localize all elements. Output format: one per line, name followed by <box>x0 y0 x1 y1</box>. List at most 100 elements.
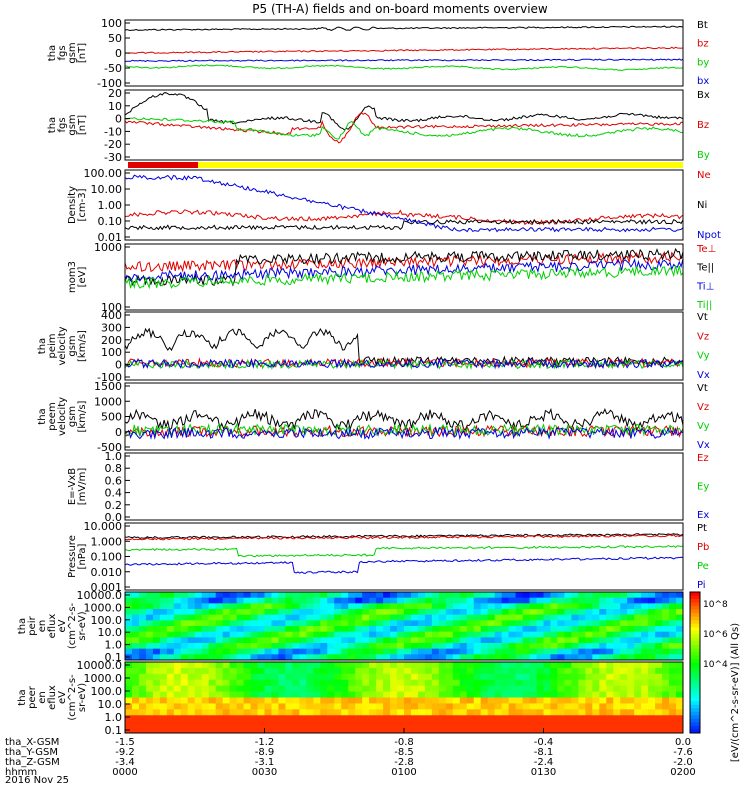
heatmap-cell <box>271 631 279 638</box>
heatmap-cell <box>278 603 286 610</box>
heatmap-cell <box>620 643 628 650</box>
heatmap-cell <box>208 703 217 710</box>
heatmap-cell <box>243 626 252 633</box>
heatmap-cell <box>327 667 335 675</box>
heatmap-cell <box>257 597 265 604</box>
heatmap-cell <box>278 703 286 710</box>
heatmap-cell <box>125 709 133 716</box>
heatmap-cell <box>320 679 328 687</box>
heatmap-cell <box>320 691 328 698</box>
heatmap-cell <box>669 603 677 610</box>
heatmap-cell <box>550 667 558 675</box>
heatmap-cell <box>222 727 231 734</box>
colorbar-segment <box>690 690 700 695</box>
heatmap-cell <box>376 648 384 655</box>
heatmap-cell <box>355 721 363 728</box>
heatmap-cell <box>662 648 670 655</box>
heatmap-cell <box>676 603 684 610</box>
y-axis-label: tha <box>37 408 48 424</box>
heatmap-cell <box>634 631 642 638</box>
heatmap-cell <box>592 667 600 675</box>
heatmap-cell <box>417 648 426 655</box>
heatmap-cell <box>599 709 607 716</box>
y-tick-label: -100 <box>97 371 122 384</box>
heatmap-cell <box>257 631 265 638</box>
heatmap-cell <box>438 673 447 681</box>
heatmap-cell <box>564 721 572 728</box>
heatmap-cell <box>487 667 496 675</box>
heatmap-cell <box>229 620 238 627</box>
heatmap-cell <box>438 614 447 621</box>
heatmap-cell <box>655 603 663 610</box>
heatmap-cell <box>424 691 433 698</box>
heatmap-cell <box>369 685 377 693</box>
heatmap-cell <box>648 715 656 722</box>
heatmap-cell <box>173 637 182 644</box>
heatmap-cell <box>634 697 642 704</box>
heatmap-cell <box>271 673 279 681</box>
y-axis-label: gsm <box>67 114 78 135</box>
heatmap-cell <box>159 709 168 716</box>
heatmap-cell <box>550 709 558 716</box>
heatmap-cell <box>473 691 482 698</box>
heatmap-cell <box>236 654 245 661</box>
heatmap-cell <box>390 626 398 633</box>
heatmap-cell <box>222 721 231 728</box>
heatmap-cell <box>327 603 335 610</box>
heatmap-cell <box>550 597 558 604</box>
heatmap-cell <box>585 609 593 616</box>
heatmap-cell <box>152 715 161 722</box>
heatmap-cell <box>564 715 572 722</box>
colorbar-segment <box>690 711 700 716</box>
heatmap-cell <box>229 667 238 675</box>
heatmap-cell <box>229 679 238 687</box>
heatmap-cell <box>145 654 154 661</box>
heatmap-cell <box>501 697 510 704</box>
heatmap-cell <box>669 673 677 681</box>
heatmap-cell <box>250 673 259 681</box>
heatmap-cell <box>271 603 279 610</box>
heatmap-cell <box>501 673 510 681</box>
heatmap-cell <box>292 697 300 704</box>
heatmap-cell <box>578 727 586 734</box>
heatmap-cell <box>662 685 670 693</box>
heatmap-cell <box>264 721 272 728</box>
y-axis-label: [cm-3] <box>77 188 88 221</box>
heatmap-cell <box>404 643 412 650</box>
heatmap-cell <box>410 697 419 704</box>
heatmap-cell <box>271 679 279 687</box>
colorbar-segment <box>690 662 700 667</box>
colorbar-segment <box>690 697 700 702</box>
heatmap-cell <box>306 648 314 655</box>
heatmap-cell <box>257 673 265 681</box>
heatmap-cell <box>655 637 663 644</box>
heatmap-cell <box>536 637 544 644</box>
heatmap-cell <box>201 679 210 687</box>
heatmap-cell <box>334 703 342 710</box>
heatmap-cell <box>341 715 349 722</box>
heatmap-cell <box>606 620 614 627</box>
heatmap-cell <box>417 637 426 644</box>
heatmap-cell <box>292 703 300 710</box>
heatmap-cell <box>648 631 656 638</box>
heatmap-cell <box>480 637 489 644</box>
heatmap-cell <box>152 614 161 621</box>
heatmap-cell <box>452 609 461 616</box>
heatmap-cell <box>571 685 579 693</box>
heatmap-cell <box>466 685 475 693</box>
heatmap-cell <box>215 603 224 610</box>
heatmap-cell <box>355 727 363 734</box>
heatmap-cell <box>278 709 286 716</box>
heatmap-cell <box>390 709 398 716</box>
heatmap-cell <box>452 697 461 704</box>
heatmap-cell <box>201 697 210 704</box>
heatmap-cell <box>424 648 433 655</box>
heatmap-cell <box>278 667 286 675</box>
series-line-Ne <box>124 209 684 226</box>
y-tick-label: 100.0 <box>91 685 123 698</box>
heatmap-cell <box>466 727 475 734</box>
heatmap-cell <box>201 592 210 599</box>
heatmap-cell <box>452 673 461 681</box>
